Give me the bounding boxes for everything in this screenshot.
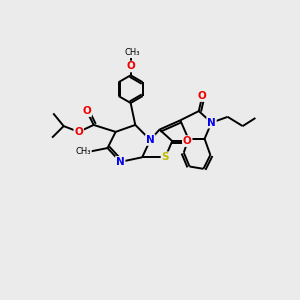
- Text: S: S: [162, 152, 169, 162]
- Text: O: O: [126, 61, 135, 71]
- Text: N: N: [116, 157, 124, 167]
- Text: CH₃: CH₃: [124, 48, 140, 57]
- Text: O: O: [82, 106, 91, 116]
- Text: O: O: [183, 136, 192, 146]
- Text: O: O: [74, 127, 83, 137]
- Text: N: N: [146, 135, 155, 145]
- Text: CH₃: CH₃: [76, 147, 91, 156]
- Text: N: N: [207, 118, 216, 128]
- Text: O: O: [198, 91, 207, 101]
